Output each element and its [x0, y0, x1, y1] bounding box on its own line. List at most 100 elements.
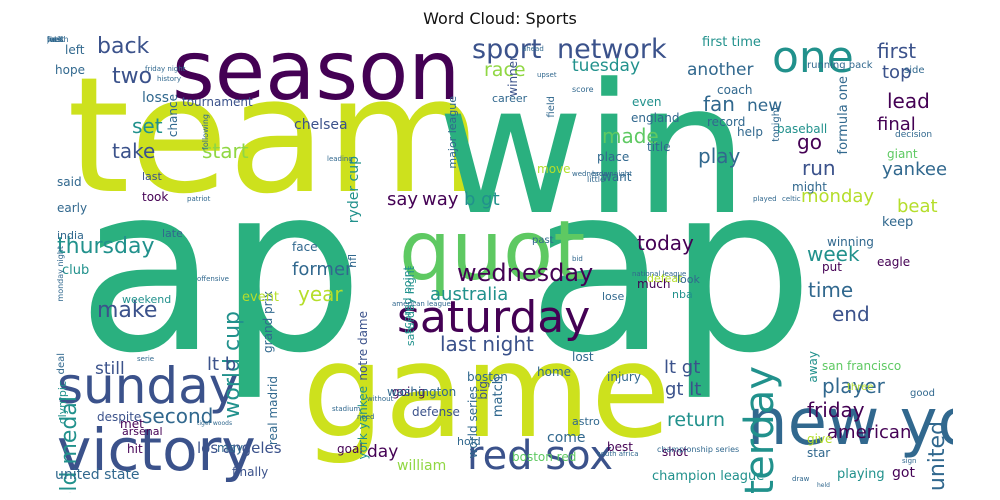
- cloud-word: record: [707, 115, 746, 129]
- cloud-word: late: [162, 227, 183, 240]
- cloud-word: lt b: [207, 354, 237, 375]
- cloud-word: first time: [702, 36, 761, 50]
- cloud-word: keep: [882, 215, 914, 230]
- cloud-word: washington: [387, 385, 457, 399]
- cloud-word: weekend: [122, 293, 172, 306]
- cloud-word: played: [753, 195, 777, 203]
- cloud-word: real madrid: [266, 376, 280, 446]
- cloud-word: former: [292, 259, 353, 280]
- cloud-word: said: [57, 175, 82, 189]
- cloud-word: deal: [56, 353, 67, 375]
- cloud-word: give: [807, 432, 833, 446]
- cloud-word: wednesday: [457, 259, 594, 287]
- cloud-word: need: [357, 413, 375, 421]
- cloud-word: running back: [807, 60, 873, 71]
- cloud-word: champion league: [652, 469, 765, 484]
- cloud-word: today: [637, 231, 694, 255]
- cloud-word: help: [737, 125, 763, 139]
- cloud-word: injury: [607, 370, 641, 384]
- cloud-word: last night: [440, 332, 534, 356]
- cloud-word: monday night: [56, 246, 65, 302]
- cloud-word: patriot: [187, 195, 211, 203]
- cloud-word: well: [47, 36, 63, 44]
- cloud-word: draw: [792, 475, 810, 483]
- cloud-word: ap: [77, 137, 364, 404]
- cloud-word: yankee: [882, 159, 948, 180]
- cloud-word: place: [597, 150, 630, 164]
- cloud-word: take: [112, 139, 156, 163]
- cloud-word: hope: [55, 63, 85, 77]
- cloud-word: met: [47, 36, 63, 44]
- cloud-word: team: [67, 42, 483, 229]
- cloud-word: tonight: [771, 106, 782, 142]
- cloud-word: american league: [392, 300, 451, 308]
- page-title: Word Cloud: Sports: [423, 9, 577, 28]
- cloud-word: red sox: [467, 433, 614, 479]
- cloud-word: england: [631, 111, 680, 125]
- cloud-word: much: [637, 277, 671, 291]
- cloud-word: early: [57, 201, 88, 215]
- cloud-word: network: [557, 36, 667, 65]
- cloud-word: day: [367, 442, 399, 462]
- cloud-word: wednesday night: [572, 170, 632, 178]
- cloud-word: past: [532, 235, 554, 246]
- cloud-word: thursday: [57, 234, 155, 259]
- cloud-word: best: [607, 440, 633, 454]
- cloud-word: united state: [55, 467, 140, 483]
- cloud-word: way: [422, 189, 459, 210]
- cloud-word: chelsea: [294, 117, 348, 133]
- cloud-word: playing: [837, 467, 885, 482]
- cloud-word: set: [132, 114, 163, 138]
- cloud-word: gt lt: [665, 379, 702, 400]
- cloud-word: ryder cup: [346, 156, 362, 224]
- cloud-word: new york: [747, 386, 953, 460]
- cloud-word: nfl: [346, 254, 359, 268]
- cloud-word: offensive: [197, 275, 229, 283]
- cloud-word: come: [547, 430, 586, 446]
- cloud-word: make: [97, 298, 158, 323]
- cloud-word: india: [57, 229, 84, 242]
- cloud-word: upset: [537, 71, 557, 79]
- cloud-word: end: [832, 302, 870, 326]
- cloud-word: top: [882, 62, 912, 83]
- cloud-word: quot: [399, 204, 586, 299]
- cloud-word: sunday: [57, 357, 239, 415]
- cloud-word: tuesday: [572, 56, 641, 76]
- cloud-word: title: [647, 140, 671, 154]
- cloud-word: sport: [472, 36, 542, 65]
- cloud-word: finally: [232, 465, 269, 479]
- cloud-word: left: [65, 43, 85, 57]
- cloud-word: big: [476, 381, 490, 400]
- cloud-word: championship series: [657, 445, 740, 454]
- cloud-word: made: [602, 124, 659, 148]
- cloud-word: leading: [327, 155, 353, 163]
- cloud-word: hold: [457, 435, 481, 448]
- cloud-word: put: [822, 260, 842, 274]
- cloud-word: return: [667, 409, 726, 431]
- cloud-word: game: [302, 315, 671, 467]
- cloud-word: hit: [127, 442, 143, 456]
- cloud-word: week: [807, 242, 860, 266]
- cloud-word: player: [822, 374, 885, 398]
- cloud-word: final: [877, 114, 916, 135]
- cloud-word: boston red: [512, 450, 577, 464]
- cloud-word: start: [202, 139, 249, 163]
- cloud-word: chance: [166, 94, 180, 138]
- cloud-word: william: [397, 458, 447, 474]
- cloud-word: two: [112, 64, 153, 89]
- cloud-word: took: [142, 190, 169, 204]
- cloud-word: score: [572, 85, 594, 94]
- cloud-word: little: [587, 175, 605, 184]
- cloud-word: club: [62, 263, 90, 278]
- cloud-word: run: [802, 156, 836, 180]
- cloud-word: following: [201, 114, 210, 150]
- cloud-word: saturday: [397, 292, 591, 343]
- cloud-word: boston: [467, 370, 508, 384]
- cloud-word: another: [687, 60, 754, 80]
- cloud-word: american: [827, 422, 912, 443]
- cloud-word: want: [602, 170, 632, 184]
- cloud-word: goal: [337, 442, 363, 456]
- cloud-word: astro: [572, 415, 600, 428]
- cloud-word: sign: [902, 457, 917, 465]
